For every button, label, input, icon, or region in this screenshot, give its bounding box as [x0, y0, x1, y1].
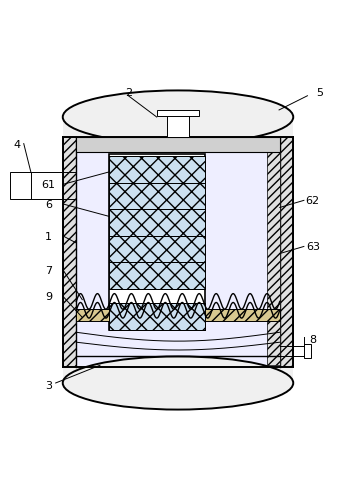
- Text: 8: 8: [309, 334, 316, 344]
- Text: 2: 2: [125, 88, 132, 98]
- Bar: [167, 114, 189, 137]
- Bar: [109, 304, 205, 330]
- Text: 1: 1: [45, 231, 52, 241]
- Ellipse shape: [63, 91, 293, 144]
- Bar: [267, 153, 280, 366]
- Bar: [76, 309, 280, 321]
- Ellipse shape: [63, 357, 293, 410]
- Text: 3: 3: [45, 380, 52, 390]
- Bar: [63, 367, 293, 383]
- Bar: [76, 137, 280, 153]
- Bar: [63, 137, 76, 367]
- Bar: [109, 263, 205, 290]
- Bar: [304, 345, 311, 358]
- Text: 5: 5: [316, 88, 323, 98]
- Text: 7: 7: [45, 265, 52, 275]
- Bar: [157, 110, 199, 117]
- Bar: [109, 210, 205, 236]
- Text: 62: 62: [306, 196, 320, 206]
- Bar: [10, 173, 31, 199]
- Bar: [109, 157, 205, 183]
- Text: 61: 61: [42, 180, 56, 190]
- Bar: [63, 137, 293, 367]
- Text: 9: 9: [45, 292, 52, 302]
- Text: 63: 63: [306, 242, 320, 252]
- Bar: [63, 118, 293, 137]
- Bar: [109, 183, 205, 210]
- Bar: [280, 137, 293, 367]
- Bar: [109, 155, 205, 330]
- Text: 4: 4: [13, 139, 20, 149]
- Bar: [109, 236, 205, 263]
- Text: 6: 6: [45, 199, 52, 209]
